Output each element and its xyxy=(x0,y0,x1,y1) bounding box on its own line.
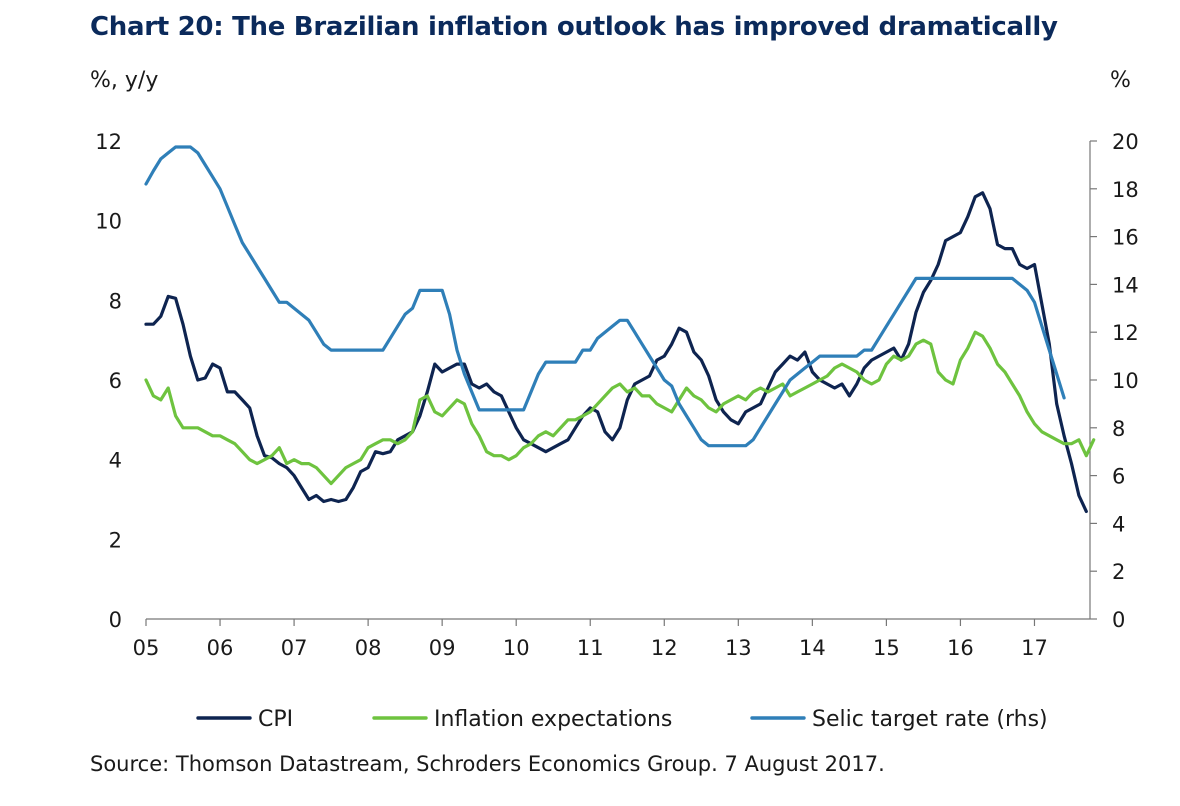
left-axis-unit: %, y/y xyxy=(90,68,159,93)
series-layer xyxy=(144,145,1096,513)
series-line-cpi xyxy=(144,191,1088,513)
left-y-tick-label: 8 xyxy=(109,289,122,313)
right-y-tick-label: 0 xyxy=(1112,608,1125,632)
x-tick-label: 16 xyxy=(947,636,974,660)
right-y-tick-label: 2 xyxy=(1112,560,1125,584)
legend-label-cpi: CPI xyxy=(258,707,293,732)
left-y-tick-label: 0 xyxy=(109,608,122,632)
series-line-selic-target-rate xyxy=(144,145,1066,448)
series-line-inflation-expectations xyxy=(144,330,1096,486)
legend: CPI Inflation expectations Selic target ra… xyxy=(196,707,1048,732)
x-tick-label: 09 xyxy=(429,636,456,660)
x-tick-label: 07 xyxy=(281,636,308,660)
axes: 05 06 07 08 09 10 11 12 13 14 15 16 17 0 2 4 6 8 10 12 0 2 4 6 8… xyxy=(95,130,1138,660)
legend-label-inflation-expectations: Inflation expectations xyxy=(434,707,672,732)
x-tick-label: 15 xyxy=(873,636,900,660)
right-y-tick-label: 6 xyxy=(1112,465,1125,489)
x-tick-label: 10 xyxy=(503,636,530,660)
x-tick-label: 08 xyxy=(355,636,382,660)
right-y-tick-label: 8 xyxy=(1112,417,1125,441)
x-tick-label: 11 xyxy=(577,636,604,660)
left-y-tick-label: 6 xyxy=(109,369,122,393)
x-tick-label: 05 xyxy=(133,636,160,660)
x-tick-label: 06 xyxy=(207,636,234,660)
x-tick-label: 13 xyxy=(725,636,752,660)
left-y-tick-label: 10 xyxy=(95,210,122,234)
legend-label-selic-target-rate: Selic target rate (rhs) xyxy=(812,707,1048,732)
source-note: Source: Thomson Datastream, Schroders Ec… xyxy=(90,752,885,776)
right-y-tick-label: 20 xyxy=(1112,130,1139,154)
right-y-tick-label: 10 xyxy=(1112,369,1139,393)
x-tick-label: 12 xyxy=(651,636,678,660)
right-y-tick-label: 18 xyxy=(1112,178,1139,202)
left-y-tick-label: 12 xyxy=(95,130,122,154)
x-tick-label: 14 xyxy=(799,636,826,660)
right-y-tick-label: 16 xyxy=(1112,226,1139,250)
left-y-tick-label: 4 xyxy=(109,449,122,473)
right-y-tick-label: 4 xyxy=(1112,512,1125,536)
left-y-tick-label: 2 xyxy=(109,528,122,552)
right-axis-unit: % xyxy=(1110,68,1131,93)
x-tick-label: 17 xyxy=(1021,636,1048,660)
right-y-tick-label: 12 xyxy=(1112,321,1139,345)
right-y-tick-label: 14 xyxy=(1112,273,1139,297)
chart-title: Chart 20: The Brazilian inflation outloo… xyxy=(90,12,1058,42)
